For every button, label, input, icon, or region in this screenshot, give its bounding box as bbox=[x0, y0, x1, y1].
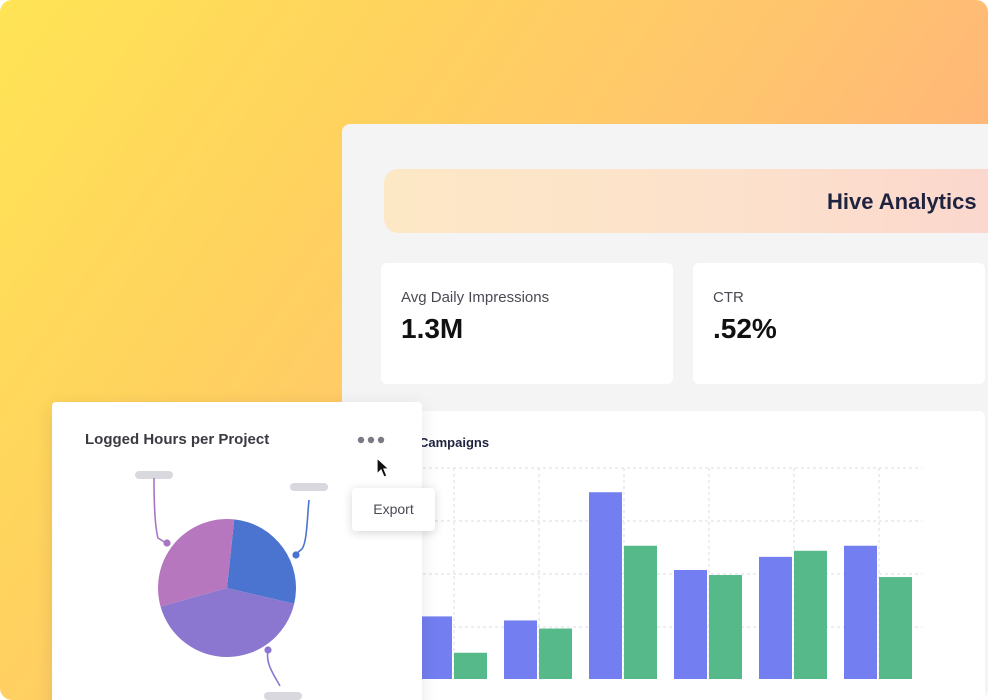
bar-4-series-1 bbox=[674, 569, 707, 679]
bar-1-series-2 bbox=[454, 652, 487, 679]
campaigns-bar-chart bbox=[411, 467, 922, 679]
bar-4-series-2 bbox=[709, 575, 742, 679]
more-options-button[interactable] bbox=[357, 430, 389, 450]
bar-2-series-1 bbox=[504, 620, 537, 679]
bar-6-series-2 bbox=[879, 577, 912, 679]
page-title: Hive Analytics bbox=[827, 189, 977, 214]
logged-hours-card: Logged Hours per Project bbox=[52, 402, 422, 700]
pie-leader-dot bbox=[163, 539, 171, 547]
pie-label-placeholder bbox=[135, 471, 173, 479]
logged-hours-pie-chart bbox=[135, 471, 328, 700]
pie-leader-line bbox=[295, 499, 310, 555]
bar-1-series-1 bbox=[419, 616, 452, 679]
pie-slice-2 bbox=[160, 588, 295, 658]
kpi-value: .52% bbox=[713, 313, 777, 344]
chart-title: Campaigns bbox=[419, 435, 490, 450]
more-horizontal-icon bbox=[357, 436, 385, 444]
pie-card-title: Logged Hours per Project bbox=[85, 431, 270, 448]
bar-6-series-1 bbox=[844, 545, 877, 679]
pie-label-placeholder bbox=[264, 692, 302, 700]
bar-3-series-1 bbox=[589, 492, 622, 679]
pie-label-placeholder bbox=[290, 483, 328, 491]
mouse-pointer-icon bbox=[376, 457, 391, 478]
analytics-dashboard: Hive Analytics Avg Daily Impressions 1.3… bbox=[342, 124, 988, 700]
pie-slice-3 bbox=[157, 519, 235, 607]
kpi-label: CTR bbox=[713, 289, 744, 306]
kpi-value: 1.3M bbox=[401, 313, 464, 344]
kpi-card-impressions: Avg Daily Impressions 1.3M bbox=[381, 263, 673, 384]
kpi-label: Avg Daily Impressions bbox=[401, 289, 550, 306]
bar-3-series-2 bbox=[624, 545, 657, 679]
header-banner: Hive Analytics bbox=[384, 169, 988, 233]
campaigns-chart-card: Campaigns bbox=[381, 411, 985, 700]
pie-leader-line bbox=[153, 477, 167, 544]
pie-leader-dot bbox=[264, 646, 272, 654]
bar-5-series-2 bbox=[794, 550, 827, 679]
pie-leader-line bbox=[266, 650, 281, 687]
export-menu-item[interactable]: Export bbox=[373, 501, 414, 517]
bar-2-series-2 bbox=[539, 628, 572, 679]
kpi-card-ctr: CTR .52% bbox=[693, 263, 985, 384]
pie-slice-1 bbox=[227, 519, 297, 604]
bar-5-series-1 bbox=[759, 556, 792, 679]
options-menu: Export bbox=[352, 488, 435, 531]
pie-leader-dot bbox=[292, 551, 300, 559]
